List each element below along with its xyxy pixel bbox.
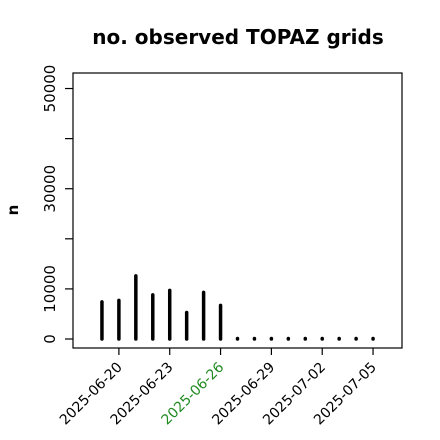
y-tick-label: 0 bbox=[41, 334, 59, 344]
chart-title: no. observed TOPAZ grids bbox=[92, 25, 383, 49]
bars-group bbox=[100, 274, 375, 341]
plot-frame bbox=[72, 72, 403, 349]
y-axis-label: n bbox=[4, 205, 22, 216]
y-axis: 0 10000 30000 50000 bbox=[41, 65, 73, 344]
y-tick-label: 10000 bbox=[41, 265, 59, 313]
x-axis: 2025-06-202025-06-232025-06-262025-06-29… bbox=[57, 348, 380, 428]
y-tick-label: 30000 bbox=[41, 165, 59, 213]
y-tick-label: 50000 bbox=[41, 65, 59, 113]
